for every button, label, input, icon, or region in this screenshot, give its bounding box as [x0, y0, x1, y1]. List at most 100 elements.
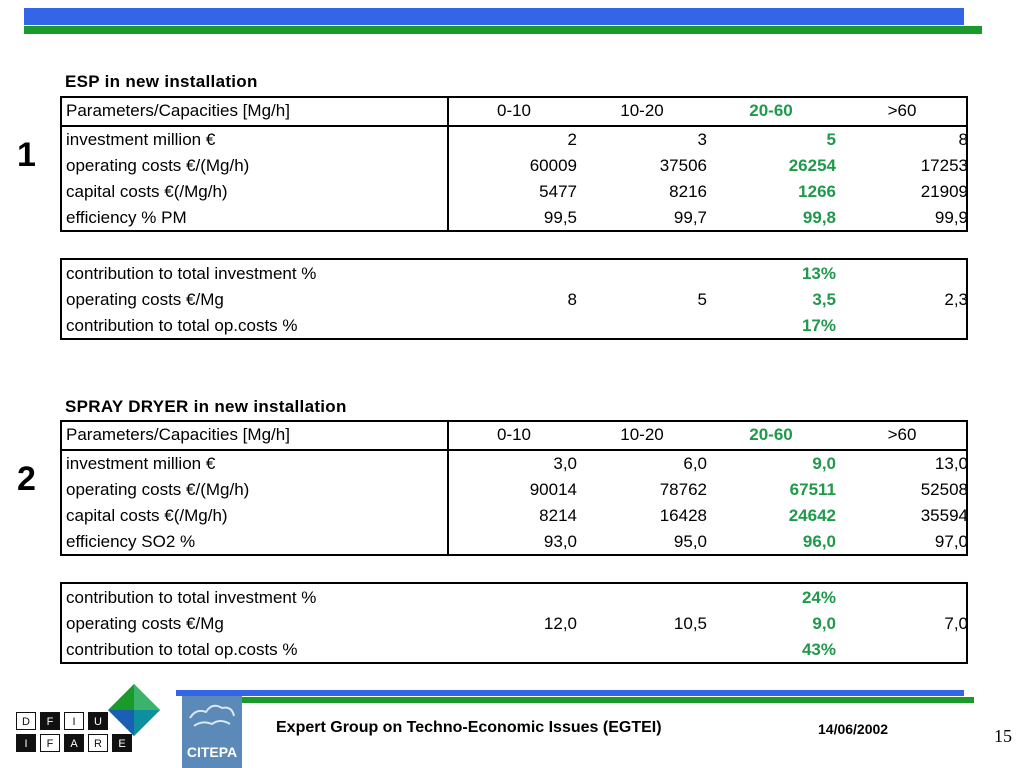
value-cell: 99,8 [802, 208, 836, 227]
value-cell: 7,0 [944, 614, 968, 633]
column-divider [447, 422, 449, 554]
row-label: efficiency % PM [66, 208, 187, 227]
citepa-logo: CITEPA [182, 692, 242, 768]
header-cell: 20-60 [749, 425, 793, 444]
value-cell: 78762 [659, 480, 707, 499]
value-cell: 52508 [920, 480, 968, 499]
row-label: operating costs €/Mg [66, 614, 224, 633]
value-cell: 5 [697, 290, 707, 309]
value-cell: 10,5 [673, 614, 707, 633]
value-cell: 97,0 [934, 532, 968, 551]
value-cell: 60009 [529, 156, 577, 175]
row-label: investment million € [66, 130, 216, 149]
header-cell: >60 [887, 425, 917, 444]
section-1-number: 1 [17, 136, 36, 174]
table-header-row [62, 98, 966, 127]
value-cell: 8 [958, 130, 968, 149]
value-cell: 67511 [789, 480, 836, 499]
logo-letter: I [16, 734, 36, 752]
logo-letter: U [88, 712, 108, 730]
row-label: operating costs €/Mg [66, 290, 224, 309]
value-cell: 95,0 [673, 532, 707, 551]
section-2-title: SPRAY DRYER in new installation [65, 397, 347, 416]
header-cell: 20-60 [749, 101, 793, 120]
value-cell: 12,0 [543, 614, 577, 633]
value-cell: 3 [697, 130, 707, 149]
logo-letter: E [112, 734, 132, 752]
row-label: investment million € [66, 454, 216, 473]
top-blue-bar [24, 8, 964, 25]
row-label: contribution to total investment % [66, 588, 317, 607]
logo-letter: R [88, 734, 108, 752]
section-2-main-table: Parameters/Capacities [Mg/h] 0-10 10-20 20-… [60, 420, 968, 556]
value-cell: 6,0 [683, 454, 707, 473]
diamond-icon [108, 684, 160, 736]
value-cell: 17% [801, 316, 836, 335]
value-cell: 8216 [669, 182, 707, 201]
value-cell: 96,0 [802, 532, 836, 551]
footer-date: 14/06/2002 [818, 721, 889, 737]
value-cell: 99,9 [934, 208, 968, 227]
row-label: contribution to total investment % [66, 264, 317, 283]
value-cell: 5477 [539, 182, 577, 201]
value-cell: 13% [801, 264, 836, 283]
section-1-summary-table: contribution to total investment % 13% ope… [60, 258, 968, 340]
value-cell: 9,0 [812, 454, 836, 473]
logo-letter: F [40, 734, 60, 752]
value-cell: 17253 [920, 156, 968, 175]
section-1-title: ESP in new installation [65, 72, 258, 91]
value-cell: 99,5 [543, 208, 577, 227]
row-label: operating costs €/(Mg/h) [66, 156, 250, 175]
section-1-main-table: Parameters/Capacities [Mg/h] 0-10 10-20 20-… [60, 96, 968, 232]
header-cell: Parameters/Capacities [Mg/h] [66, 425, 290, 444]
table-header-row [62, 422, 966, 451]
value-cell: 16428 [659, 506, 707, 525]
value-cell: 3,5 [812, 290, 836, 309]
value-cell: 13,0 [934, 454, 968, 473]
value-cell: 99,7 [673, 208, 707, 227]
header-cell: 0-10 [496, 101, 532, 120]
value-cell: 8 [567, 290, 577, 309]
section-2-number: 2 [17, 460, 36, 498]
footer-blue-bar [176, 690, 964, 696]
header-cell: Parameters/Capacities [Mg/h] [66, 101, 290, 120]
row-label: contribution to total op.costs % [66, 316, 298, 335]
section-2-summary-table: contribution to total investment % 24% ope… [60, 582, 968, 664]
top-green-bar [24, 26, 982, 34]
value-cell: 24% [801, 588, 836, 607]
row-label: capital costs €(/Mg/h) [66, 182, 228, 201]
value-cell: 35594 [920, 506, 968, 525]
row-label: operating costs €/(Mg/h) [66, 480, 250, 499]
value-cell: 8214 [539, 506, 577, 525]
cloud-icon [189, 704, 235, 727]
header-cell: 0-10 [496, 425, 532, 444]
header-cell: 10-20 [620, 425, 664, 444]
logo-letter: F [40, 712, 60, 730]
citepa-label: CITEPA [186, 744, 238, 760]
header-cell: 10-20 [620, 101, 664, 120]
logo-letter: I [64, 712, 84, 730]
footer-green-bar [242, 697, 974, 703]
value-cell: 90014 [529, 480, 577, 499]
value-cell: 26254 [788, 156, 836, 175]
value-cell: 5 [826, 130, 836, 149]
value-cell: 2 [567, 130, 577, 149]
column-divider [447, 98, 449, 230]
row-label: efficiency SO2 % [66, 532, 196, 551]
value-cell: 93,0 [543, 532, 577, 551]
page-number: 15 [994, 726, 1012, 746]
value-cell: 1266 [798, 182, 836, 201]
header-cell: >60 [887, 101, 917, 120]
value-cell: 37506 [659, 156, 707, 175]
row-label: capital costs €(/Mg/h) [66, 506, 228, 525]
logo-letter: D [16, 712, 36, 730]
logo-letter: A [64, 734, 84, 752]
value-cell: 24642 [788, 506, 836, 525]
footer-organization: Expert Group on Techno-Economic Issues (… [276, 719, 662, 736]
value-cell: 21909 [920, 182, 968, 201]
row-label: contribution to total op.costs % [66, 640, 298, 659]
value-cell: 43% [801, 640, 836, 659]
value-cell: 9,0 [812, 614, 836, 633]
value-cell: 2,3 [944, 290, 968, 309]
